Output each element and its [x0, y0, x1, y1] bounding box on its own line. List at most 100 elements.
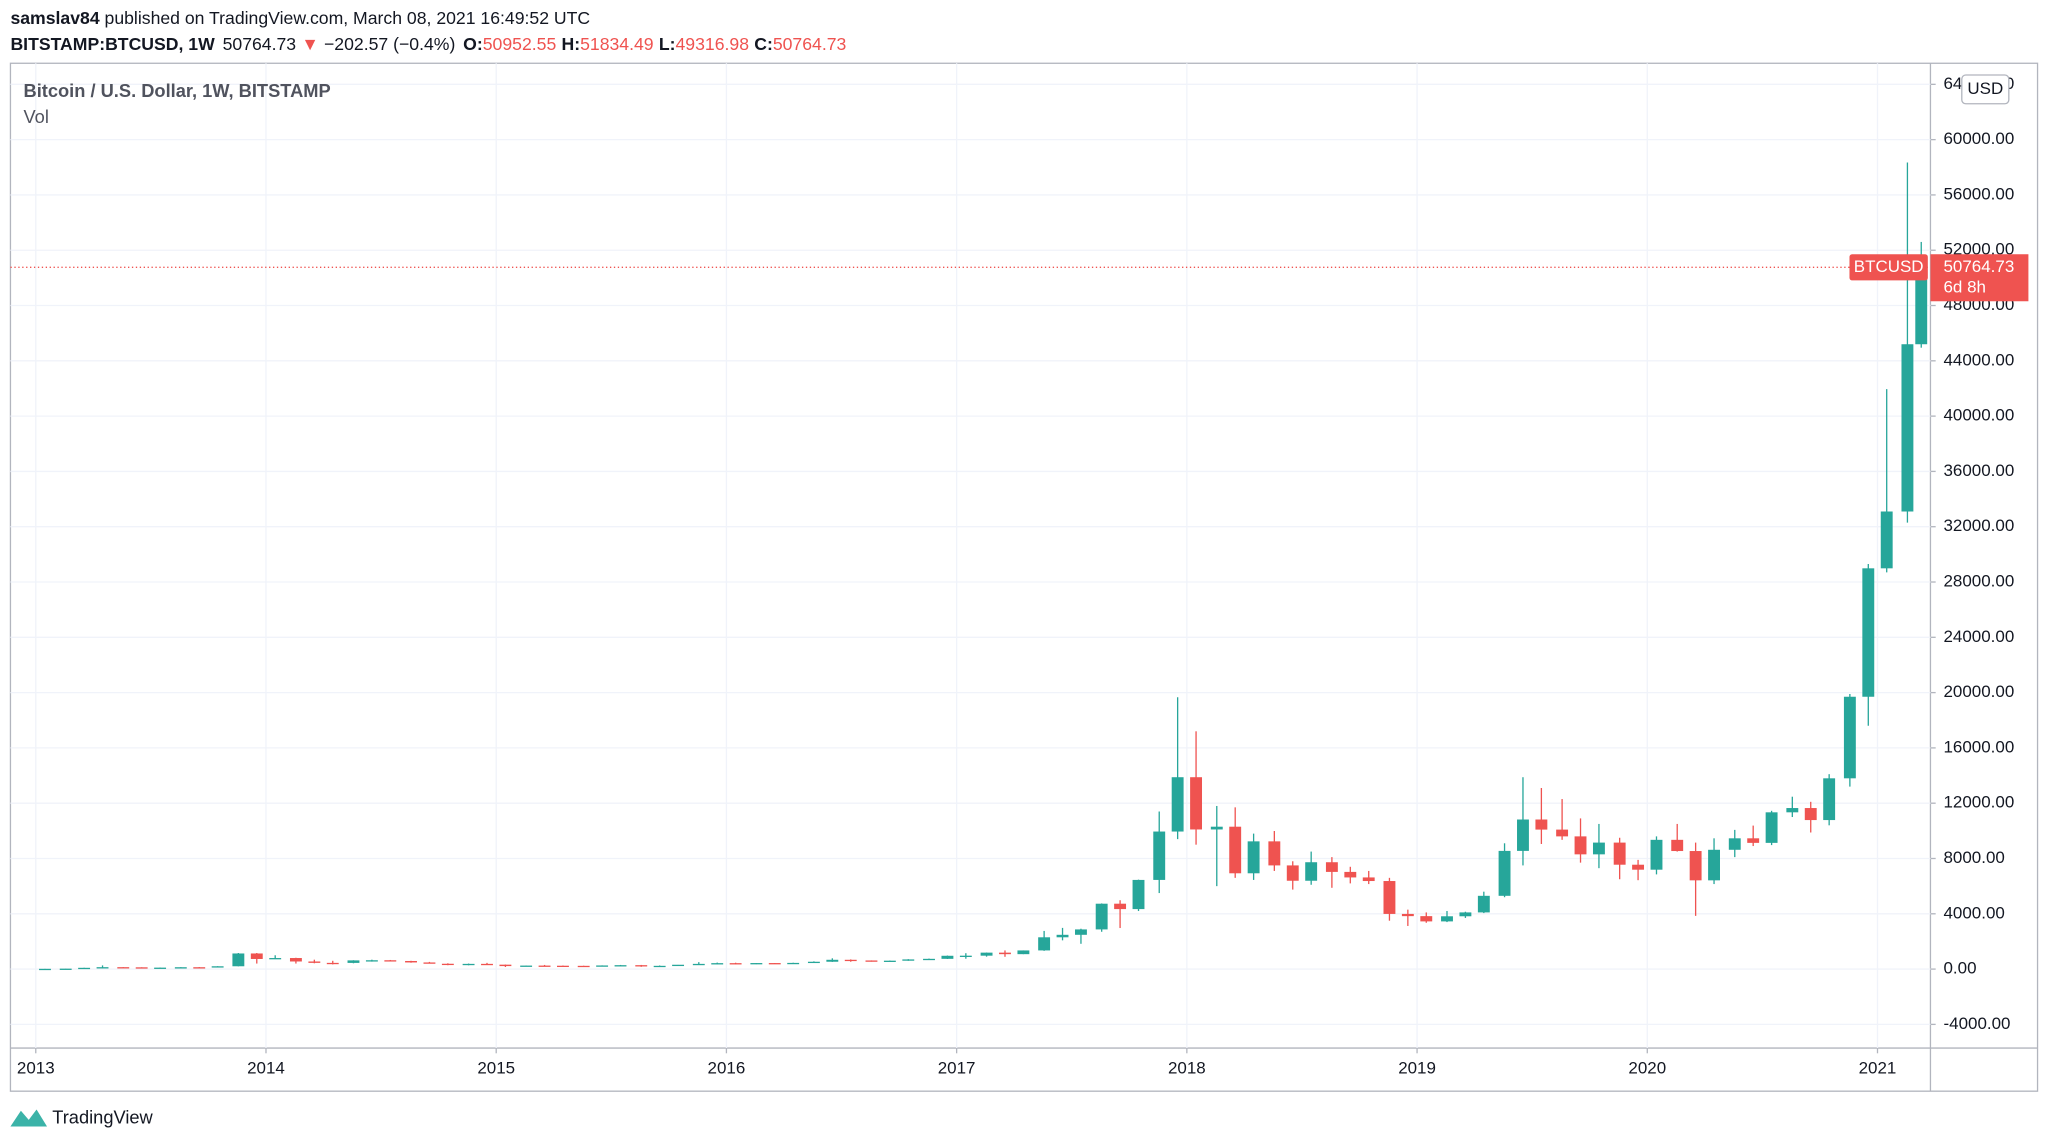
candle-body [1305, 862, 1318, 881]
candle-body [1765, 812, 1778, 843]
x-tick-label: 2014 [247, 1058, 285, 1077]
h-label: H: [561, 34, 580, 54]
candle-body [1190, 777, 1203, 830]
candle-body [1728, 838, 1741, 850]
user: samslav84 [10, 8, 99, 28]
x-tick-label: 2017 [938, 1058, 976, 1077]
candle-body [1114, 903, 1127, 910]
candle-body [117, 967, 130, 969]
y-tick-label: 16000.00 [1944, 737, 2015, 756]
brand: TradingView [52, 1106, 153, 1127]
symbol-line: BITSTAMP:BTCUSD, 1W 50764.73 ▼ −202.57 (−0.… [10, 34, 846, 54]
candle-body [768, 963, 781, 965]
candle-body [1517, 819, 1529, 851]
c-label: C: [754, 34, 773, 54]
candle-body [1786, 808, 1799, 813]
y-tick-label: 40000.00 [1944, 406, 2015, 425]
candle-body [1017, 950, 1030, 955]
currency-button[interactable] [1961, 74, 2010, 105]
candle-body [308, 961, 321, 963]
y-tick-label: 56000.00 [1944, 184, 2015, 203]
candle-body [1650, 839, 1663, 870]
last-price-label: 50764.73 [1944, 257, 2015, 276]
candle-body [1556, 829, 1569, 837]
price-tag-box [1849, 254, 1928, 281]
price-tag: BTCUSD [1854, 257, 1924, 276]
candle-body [289, 958, 302, 962]
candle-body [826, 959, 839, 962]
candle-body [883, 960, 896, 962]
candle-body [405, 960, 417, 963]
candle-body [596, 965, 609, 967]
y-tick-label: 28000.00 [1944, 571, 2015, 590]
candle-body [1268, 841, 1281, 866]
candle-body [1075, 929, 1087, 935]
candle-body [729, 963, 742, 965]
candle-body [1915, 267, 1928, 345]
candle-body [999, 952, 1011, 955]
brand-logo: TradingView [10, 1106, 154, 1127]
volume-label: Vol [24, 106, 49, 127]
h-value: 51834.49 [580, 34, 654, 54]
candle-body [1671, 839, 1684, 852]
candle-body [1056, 934, 1069, 938]
published: published on TradingView.com, March 08, … [100, 8, 591, 28]
candle-body [326, 962, 339, 965]
candle-body [211, 966, 224, 968]
candle-body [750, 963, 763, 965]
candle-body [692, 963, 705, 966]
candle-body [1535, 819, 1548, 830]
y-tick-label: 20000.00 [1944, 682, 2015, 701]
x-tick-label: 2020 [1628, 1058, 1666, 1077]
candle-body [1632, 864, 1645, 870]
candle-body [1459, 912, 1472, 917]
candle-body [250, 953, 263, 959]
candle-body [174, 967, 187, 969]
last: 50764.73 [223, 34, 297, 54]
candle-body [980, 952, 993, 956]
candle-body [78, 967, 91, 970]
candle-body [1613, 842, 1626, 865]
y-tick-label: 60000.00 [1944, 129, 2015, 148]
candle-body [1843, 696, 1856, 779]
symbol: BITSTAMP:BTCUSD, 1W [10, 34, 215, 54]
labels: -4000.00 0.00 4000.00 8000.00 12000.00 16000.… [17, 74, 2029, 1077]
candle-body [384, 960, 397, 962]
candle-body [1708, 849, 1720, 881]
candle-body [154, 967, 167, 969]
candle-body [1229, 826, 1242, 874]
candle-body [844, 959, 857, 962]
last-price-box [1930, 254, 2029, 302]
l-label: L: [659, 34, 676, 54]
candle-body [614, 965, 627, 967]
x-tick-label: 2013 [17, 1058, 55, 1077]
candle-body [1574, 836, 1587, 855]
grid [10, 63, 1936, 1054]
y-tick-label: 32000.00 [1944, 516, 2015, 535]
candle-body [39, 968, 51, 971]
candle-body [499, 964, 512, 967]
y-tick-label: 4000.00 [1944, 903, 2005, 922]
l-value: 49316.98 [675, 34, 749, 54]
candle-body [1344, 871, 1357, 878]
candle-body [787, 962, 800, 965]
candle-body [462, 963, 475, 966]
candle-body [711, 963, 724, 965]
candle-body [481, 963, 493, 966]
candle-body [1132, 879, 1145, 910]
x-tick-label: 2018 [1168, 1058, 1206, 1077]
candle-body [269, 958, 282, 960]
arrow: ▼ [301, 34, 318, 54]
candle-body [1171, 777, 1184, 832]
candle-body [941, 955, 954, 959]
x-tick-label: 2019 [1398, 1058, 1436, 1077]
frame [9, 62, 2039, 1092]
candle-body [1862, 568, 1875, 697]
candle-body [577, 965, 590, 968]
candle-body [807, 961, 820, 964]
publish-line: samslav84 published on TradingView.com, … [10, 8, 590, 28]
candle-body [193, 967, 206, 969]
candle-body [1441, 916, 1453, 922]
y-tick-label: 0.00 [1944, 959, 1977, 978]
